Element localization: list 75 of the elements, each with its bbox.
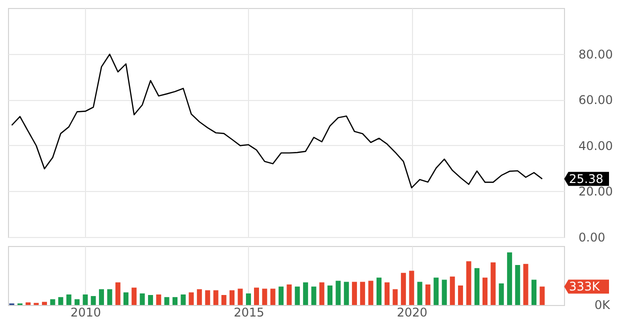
annotation: 25.38 — [569, 172, 604, 186]
bar — [246, 293, 251, 305]
bar — [278, 286, 284, 305]
bar — [507, 252, 512, 305]
bar — [303, 282, 308, 305]
bar — [400, 272, 406, 305]
bar — [294, 286, 300, 305]
bar — [352, 282, 357, 305]
bar — [180, 294, 186, 305]
y-tick-label: 60.00 — [578, 93, 613, 108]
bar — [254, 288, 260, 305]
bar — [286, 284, 292, 305]
bar — [90, 296, 96, 305]
bar — [164, 297, 170, 305]
bar — [42, 302, 47, 305]
bar — [368, 280, 374, 305]
y-tick-label: 20.00 — [578, 184, 613, 199]
bar — [425, 284, 430, 305]
bar — [319, 282, 324, 305]
bar — [458, 286, 464, 305]
bar — [392, 289, 398, 305]
bar — [172, 297, 178, 305]
bar — [262, 288, 268, 305]
bar — [482, 278, 488, 305]
bar — [540, 286, 545, 305]
bar — [82, 294, 88, 305]
bar — [417, 282, 422, 305]
text: 0K — [594, 298, 612, 312]
bar — [140, 293, 145, 305]
bar — [74, 299, 80, 305]
bar — [360, 282, 366, 305]
bar — [531, 280, 536, 305]
bar — [132, 288, 137, 305]
bar — [515, 264, 520, 305]
bar — [66, 294, 72, 305]
annotation: 333K — [569, 280, 601, 294]
bar — [466, 261, 472, 305]
bar — [442, 280, 447, 305]
y-tick-label: 80.00 — [578, 47, 613, 62]
bar — [376, 278, 382, 305]
bar — [196, 289, 202, 305]
bar — [230, 290, 235, 305]
bar — [409, 270, 414, 305]
bar — [336, 280, 341, 305]
bar — [384, 282, 390, 305]
bar — [123, 292, 128, 305]
bar — [450, 276, 455, 305]
x-tick-label: 2015 — [234, 306, 264, 320]
bar — [498, 283, 504, 305]
bar — [213, 290, 218, 305]
line-series — [11, 54, 543, 188]
bar — [238, 288, 243, 305]
bar — [115, 282, 120, 305]
bar — [26, 302, 31, 305]
x-tick-label: 2020 — [396, 306, 428, 320]
bar — [270, 288, 276, 305]
bar — [311, 286, 316, 305]
bar — [98, 289, 104, 305]
bar — [148, 294, 154, 305]
bar — [188, 292, 194, 305]
bar — [58, 297, 64, 305]
bar — [490, 262, 496, 305]
bar — [523, 264, 528, 305]
y-tick-label: 0.00 — [578, 230, 606, 244]
bar — [327, 286, 332, 305]
bar — [50, 299, 56, 305]
bar — [156, 294, 162, 305]
bar — [221, 294, 226, 305]
x-tick-label: 2010 — [70, 306, 102, 320]
bar — [107, 289, 112, 305]
bar — [205, 290, 210, 305]
bar — [434, 278, 439, 305]
bar — [474, 268, 480, 305]
y-tick-label: 40.00 — [578, 138, 613, 153]
bar — [344, 282, 349, 305]
